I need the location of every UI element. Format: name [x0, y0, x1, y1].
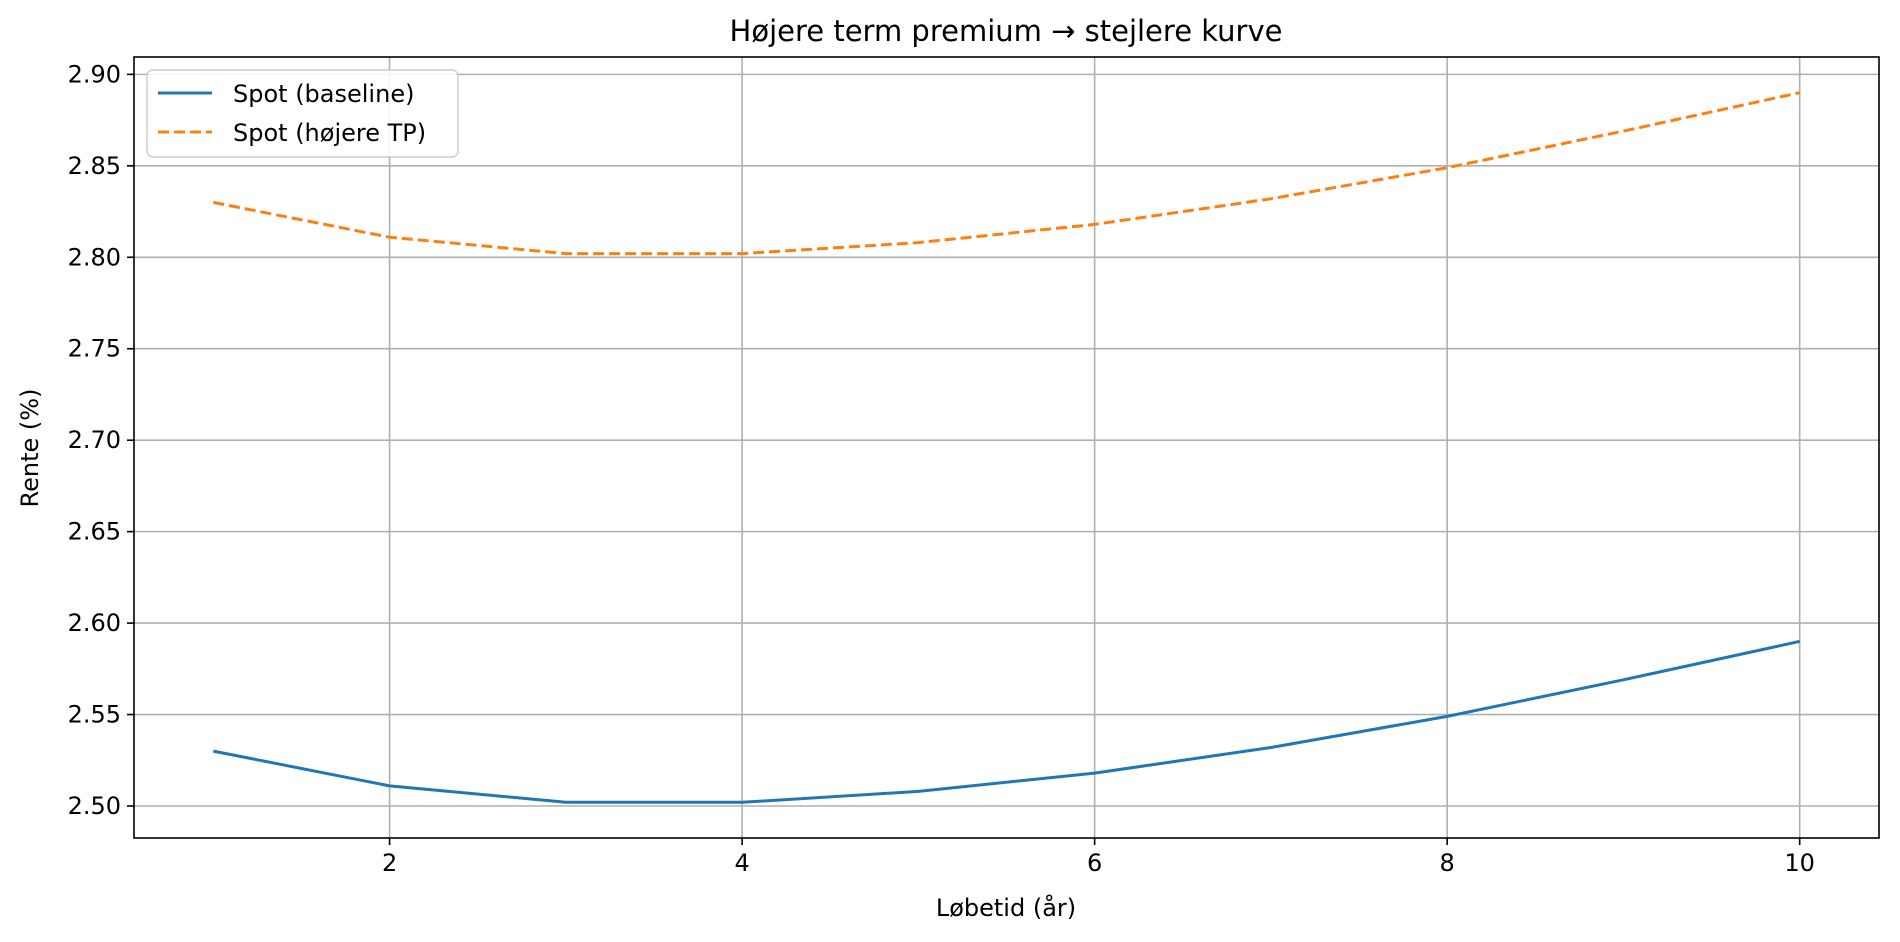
y-axis-title: Rente (%) [16, 389, 44, 508]
legend-label-baseline: Spot (baseline) [233, 80, 414, 108]
series-lines [213, 91, 1801, 804]
plot-frame [133, 56, 1880, 839]
legend: Spot (baseline) Spot (højere TP) [146, 69, 459, 158]
y-tick-label: 2.70 [68, 426, 121, 454]
y-tick-label: 2.80 [68, 243, 121, 271]
x-tick-label: 2 [382, 849, 397, 877]
y-axis-ticks: 2.50 2.55 2.60 2.65 2.70 2.75 2.80 2.85 2.90 [68, 60, 134, 820]
grid-lines [134, 57, 1879, 838]
chart-title: Højere term premium → stejlere kurve [730, 14, 1283, 48]
legend-box [146, 69, 459, 158]
y-tick-label: 2.60 [68, 609, 121, 637]
y-tick-label: 2.55 [68, 701, 121, 729]
y-tick-label: 2.65 [68, 518, 121, 546]
series-line-higher-tp [213, 91, 1801, 256]
y-tick-label: 2.50 [68, 792, 121, 820]
x-tick-label: 4 [734, 849, 749, 877]
x-axis-ticks: 2 4 6 8 10 [382, 838, 1815, 877]
x-tick-label: 10 [1784, 849, 1815, 877]
x-axis-title: Løbetid (år) [936, 893, 1076, 922]
y-tick-label: 2.85 [68, 152, 121, 180]
x-tick-label: 6 [1087, 849, 1102, 877]
legend-label-higher-tp: Spot (højere TP) [233, 119, 426, 147]
y-tick-label: 2.75 [68, 335, 121, 363]
y-tick-label: 2.90 [68, 60, 121, 88]
x-tick-label: 8 [1440, 849, 1455, 877]
series-line-baseline [213, 639, 1801, 804]
